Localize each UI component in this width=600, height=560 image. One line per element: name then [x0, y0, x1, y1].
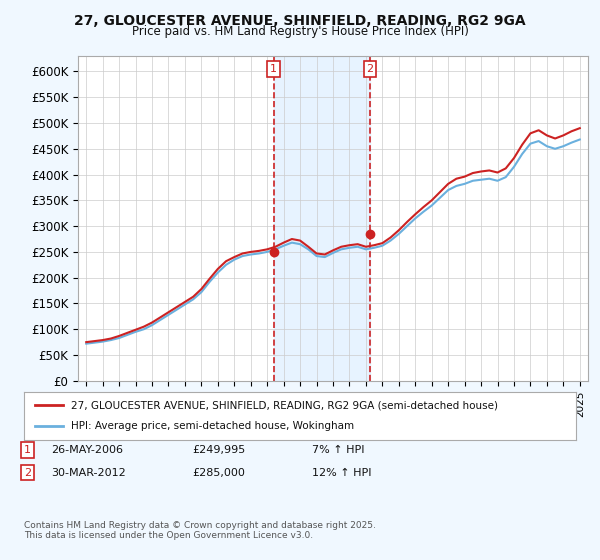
Text: 27, GLOUCESTER AVENUE, SHINFIELD, READING, RG2 9GA: 27, GLOUCESTER AVENUE, SHINFIELD, READIN…: [74, 14, 526, 28]
Bar: [274, 56, 370, 381]
Text: 1: 1: [270, 64, 277, 74]
Text: 7% ↑ HPI: 7% ↑ HPI: [312, 445, 365, 455]
Text: 12% ↑ HPI: 12% ↑ HPI: [312, 468, 371, 478]
Text: £249,995: £249,995: [192, 445, 245, 455]
Text: £285,000: £285,000: [192, 468, 245, 478]
Text: 26-MAY-2006: 26-MAY-2006: [51, 445, 123, 455]
Text: 2: 2: [24, 468, 31, 478]
Text: 30-MAR-2012: 30-MAR-2012: [51, 468, 126, 478]
Text: HPI: Average price, semi-detached house, Wokingham: HPI: Average price, semi-detached house,…: [71, 421, 354, 431]
Text: 27, GLOUCESTER AVENUE, SHINFIELD, READING, RG2 9GA (semi-detached house): 27, GLOUCESTER AVENUE, SHINFIELD, READIN…: [71, 400, 498, 410]
Text: 2: 2: [367, 64, 374, 74]
Text: 1: 1: [24, 445, 31, 455]
Text: Contains HM Land Registry data © Crown copyright and database right 2025.
This d: Contains HM Land Registry data © Crown c…: [24, 521, 376, 540]
Text: Price paid vs. HM Land Registry's House Price Index (HPI): Price paid vs. HM Land Registry's House …: [131, 25, 469, 38]
